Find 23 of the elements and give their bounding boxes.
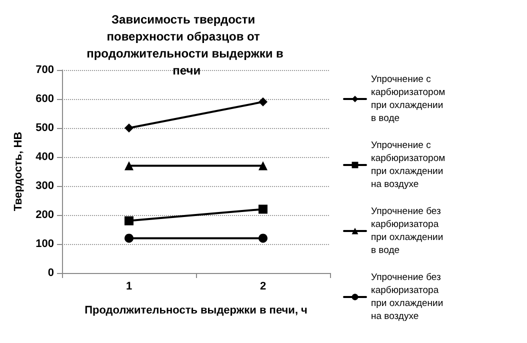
y-tick-label: 500 [36, 122, 54, 134]
point [124, 216, 134, 226]
y-tick-label: 700 [36, 64, 54, 76]
y-axis-title: Твердость, НВ [12, 132, 24, 212]
x-axis-title: Продолжительность выдержки в печи, ч [84, 304, 308, 316]
y-tick-label: 100 [36, 238, 54, 250]
legend-label: Упрочнение без карбюризатора при охлаждении в воде [371, 206, 446, 256]
point [258, 97, 268, 106]
legend-label: Упрочнение с карбюризатором при охлаждении в воде [371, 74, 448, 124]
y-tick-label: 400 [36, 151, 54, 163]
point [258, 204, 268, 214]
point [258, 234, 268, 243]
point [124, 234, 134, 243]
y-tick-label: 200 [36, 209, 54, 221]
legend-label: Упрочнение без карбюризатора при охлаждении на воздухе [371, 272, 446, 322]
y-tick-label: 300 [36, 180, 54, 192]
y-tick-label: 600 [36, 93, 54, 105]
x-tick-label: 1 [126, 280, 132, 292]
legend-label: Упрочнение с карбюризатором при охлаждении на воздухе [371, 140, 448, 190]
y-tick-label: 0 [48, 267, 54, 279]
chart-title: Зависимость твердости поверхности образцов от продолжительности выдержки в печи [86, 12, 284, 78]
x-tick-label: 2 [260, 280, 266, 292]
point [124, 124, 134, 132]
